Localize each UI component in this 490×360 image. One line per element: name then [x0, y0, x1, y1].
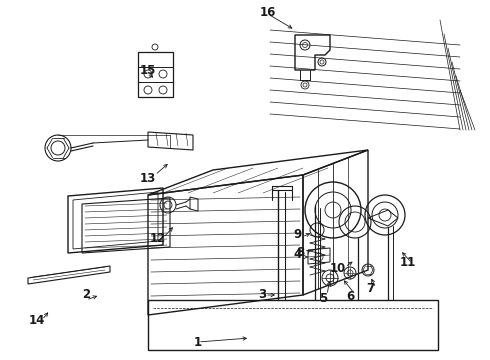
Text: 3: 3 [258, 288, 266, 302]
Text: 9: 9 [293, 229, 301, 242]
Text: 12: 12 [150, 231, 166, 244]
Text: 8: 8 [296, 247, 304, 260]
Text: 10: 10 [330, 261, 346, 274]
Text: 7: 7 [366, 283, 374, 296]
Text: 15: 15 [140, 63, 156, 77]
Text: 13: 13 [140, 171, 156, 184]
Text: 2: 2 [82, 288, 90, 302]
Text: 14: 14 [29, 314, 45, 327]
Text: 16: 16 [260, 5, 276, 18]
Text: 4: 4 [294, 248, 302, 261]
Text: 11: 11 [400, 256, 416, 270]
Text: 5: 5 [319, 292, 327, 305]
Text: 6: 6 [346, 289, 354, 302]
Text: 1: 1 [194, 336, 202, 348]
